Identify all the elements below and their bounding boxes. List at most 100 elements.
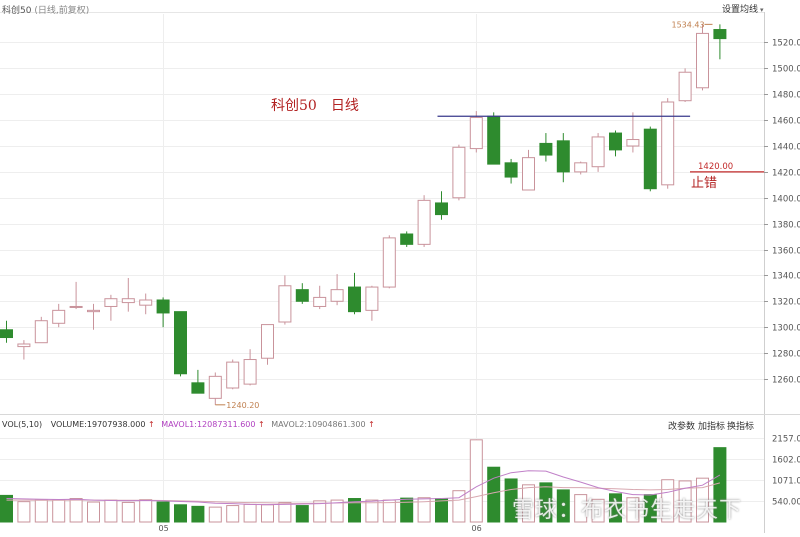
candle-body bbox=[52, 309, 66, 324]
volume-bar bbox=[156, 501, 170, 523]
stop-value-label: 1420.00 bbox=[698, 162, 733, 172]
volume-bar bbox=[696, 477, 709, 523]
candle-body bbox=[469, 117, 483, 150]
price-tick-label: 1500.00 bbox=[772, 65, 800, 75]
price-tick-label: 1260.00 bbox=[772, 376, 800, 386]
volume-bar bbox=[121, 501, 135, 523]
price-tick-label: 1440.00 bbox=[772, 143, 800, 153]
annotation-title: 科创50 日线 bbox=[271, 98, 359, 114]
price-tick-label: 1300.00 bbox=[772, 324, 800, 334]
candle-body bbox=[139, 299, 153, 306]
volume-bar bbox=[52, 499, 66, 523]
candle-body bbox=[574, 162, 588, 173]
volume-bar bbox=[174, 504, 187, 523]
min-value-label: 1240.20 bbox=[226, 401, 259, 410]
chevron-down-icon: ▾ bbox=[760, 6, 764, 14]
candle-body bbox=[643, 128, 657, 190]
candle-body bbox=[295, 289, 309, 302]
volume-bar bbox=[330, 499, 344, 523]
volume-bar bbox=[400, 497, 414, 523]
volume-bar bbox=[626, 497, 640, 523]
volume-bar bbox=[104, 499, 118, 523]
ma-settings-button[interactable]: 设置均线 ▾ bbox=[722, 2, 764, 15]
volume-tick-label: 1602.00 bbox=[772, 456, 800, 466]
volume-bar bbox=[295, 505, 309, 523]
candle-body bbox=[504, 162, 518, 178]
candle-body bbox=[121, 298, 135, 304]
volume-tick-label: 540.00 bbox=[772, 498, 800, 508]
candle-body bbox=[0, 329, 13, 339]
mavol1-value: MAVOL1:12087311.600 bbox=[161, 420, 256, 429]
candle-body bbox=[417, 199, 431, 245]
symbol-name: 科创50 bbox=[2, 6, 32, 16]
volume-bar bbox=[69, 498, 83, 523]
candle-body bbox=[348, 286, 361, 313]
price-tick-label: 1520.00 bbox=[772, 39, 800, 49]
candle-body bbox=[17, 343, 31, 348]
volume-bar bbox=[539, 482, 553, 523]
candle-body bbox=[226, 361, 240, 389]
volume-tick-label: 1071.00 bbox=[772, 477, 800, 487]
volume-bar bbox=[17, 501, 31, 523]
volume-bar bbox=[591, 498, 605, 523]
max-value-label: 1534.43 bbox=[672, 20, 705, 29]
arrow-up-icon: ↑ bbox=[258, 420, 265, 429]
volume-bar bbox=[609, 493, 622, 523]
volume-bar bbox=[417, 497, 431, 523]
price-tick-label: 1360.00 bbox=[772, 247, 800, 257]
price-tick-label: 1420.00 bbox=[772, 169, 800, 179]
watermark: 雪球：布衣书生走天下 bbox=[512, 498, 743, 523]
price-tick-label: 1480.00 bbox=[772, 91, 800, 101]
candle-body bbox=[104, 298, 118, 307]
candle-body bbox=[174, 311, 187, 375]
x-tick-label: 05 bbox=[159, 524, 169, 533]
candle-body bbox=[539, 142, 553, 156]
volume-bar bbox=[661, 479, 675, 523]
volume-bar bbox=[139, 499, 153, 523]
volume-tick-label: 2157.00 bbox=[772, 435, 800, 445]
arrow-up-icon: ↑ bbox=[147, 420, 155, 429]
candle-body bbox=[591, 136, 605, 168]
candle-body bbox=[330, 289, 344, 302]
candle-body bbox=[522, 157, 535, 191]
volume-bar bbox=[348, 498, 361, 523]
volume-bar bbox=[261, 504, 274, 523]
vol-params: VOL(5,10) bbox=[2, 420, 43, 429]
candle-body bbox=[435, 202, 448, 216]
edit-params-button[interactable]: 改参数 bbox=[668, 422, 696, 432]
price-tick-label: 1340.00 bbox=[772, 272, 800, 282]
candle-body bbox=[208, 375, 222, 399]
candle-body bbox=[713, 29, 727, 40]
price-tick-label: 1280.00 bbox=[772, 350, 800, 360]
volume-bar bbox=[435, 498, 448, 523]
add-indicator-button[interactable]: 加指标 bbox=[698, 422, 726, 432]
volume-bar bbox=[382, 499, 396, 523]
volume-header: VOL(5,10) VOLUME:19707938.000 ↑ MAVOL1:1… bbox=[2, 420, 375, 429]
volume-bar bbox=[365, 499, 379, 523]
candle-body bbox=[400, 233, 414, 245]
candle-body bbox=[243, 359, 257, 385]
volume-bar bbox=[278, 501, 292, 523]
volume-bar bbox=[574, 494, 588, 523]
switch-indicator-button[interactable]: 换指标 bbox=[727, 422, 755, 432]
ma-settings-label: 设置均线 bbox=[722, 5, 759, 15]
candle-body bbox=[609, 132, 622, 151]
volume-bar bbox=[678, 480, 692, 523]
mavol2-value: MAVOL2:10904861.300 bbox=[271, 420, 366, 429]
volume-bar bbox=[208, 506, 222, 523]
price-tick-label: 1320.00 bbox=[772, 298, 800, 308]
volume-bar bbox=[487, 466, 501, 523]
volume-bar bbox=[226, 505, 240, 523]
candle-body bbox=[452, 146, 466, 199]
volume-bar bbox=[87, 501, 100, 523]
candle-body bbox=[156, 299, 170, 314]
candle-body bbox=[487, 115, 501, 165]
volume-bar bbox=[452, 490, 466, 523]
candle-body bbox=[678, 71, 692, 102]
volume-bar bbox=[313, 500, 327, 523]
candle-body bbox=[69, 305, 83, 308]
volume-bar bbox=[34, 499, 48, 523]
x-tick-label: 06 bbox=[472, 524, 482, 533]
